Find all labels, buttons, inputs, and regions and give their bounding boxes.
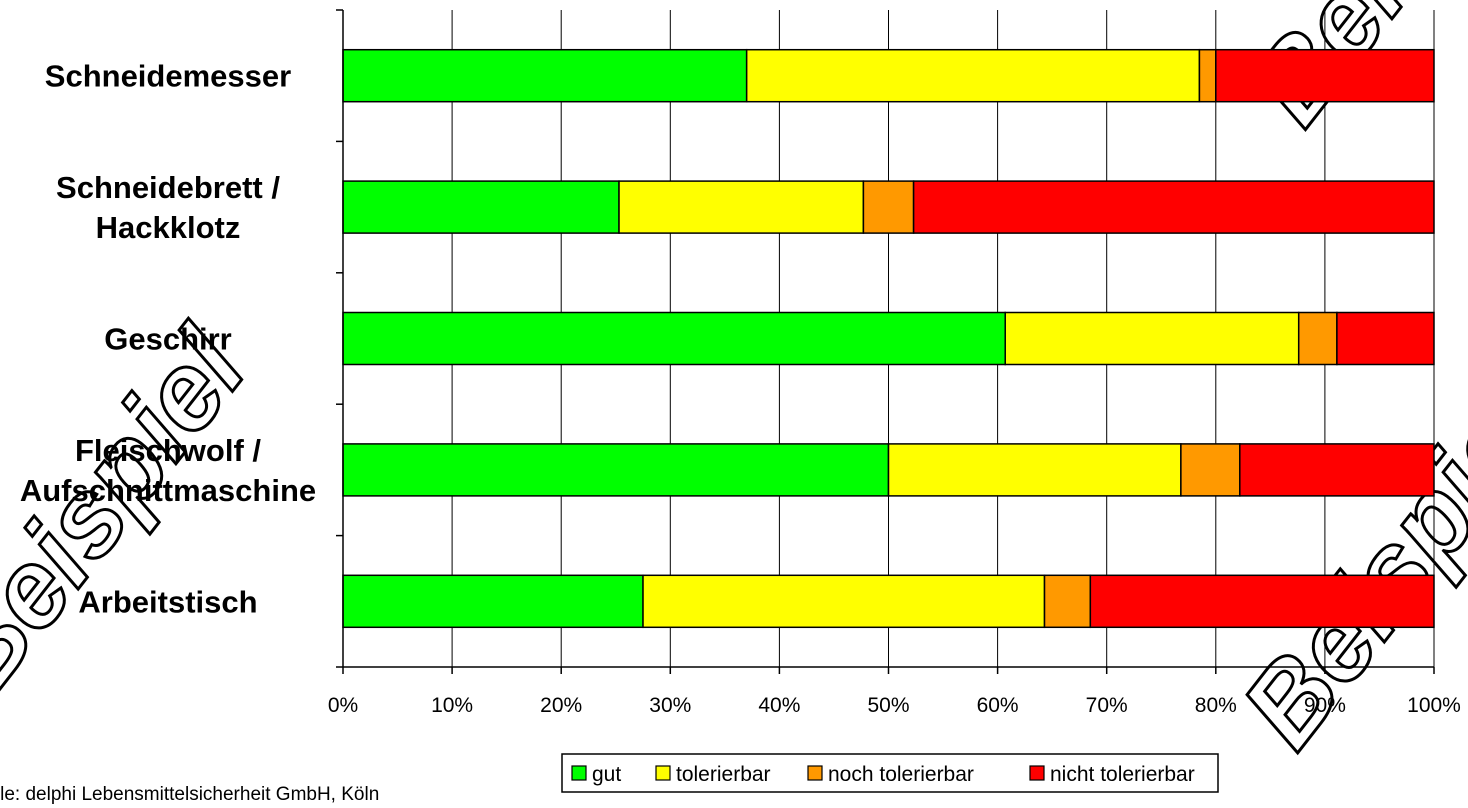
bars (342, 48, 1435, 629)
bar-segment (887, 443, 1182, 497)
bar-segment (342, 443, 890, 497)
bar-segment (1336, 311, 1435, 366)
bar-segment (1180, 443, 1241, 497)
category-label: Schneidemesser (45, 59, 291, 94)
bar-segment (342, 311, 1006, 366)
bar-segment (342, 48, 748, 103)
bar-segment (862, 180, 915, 234)
bar-segment (618, 180, 865, 234)
category-label: Arbeitstisch (78, 584, 257, 619)
bar-segment (1004, 311, 1300, 366)
x-tick-label: 80% (1195, 694, 1237, 717)
watermark-group: BeispielBeispielBeispiel (0, 0, 1468, 771)
legend-box (561, 753, 1219, 793)
bar-segment (342, 180, 620, 234)
legend: gut tolerierbar noch tolerierbar nicht tole… (561, 753, 1219, 793)
source-note: Quelle: delphi Lebensmittelsicherheit Gm… (0, 784, 379, 805)
legend-swatch (807, 765, 823, 781)
legend-swatch (571, 765, 587, 781)
category-label: Schneidebrett / Hackklotz (56, 170, 280, 245)
axes (336, 9, 1435, 674)
legend-label: nicht tolerierbar (1050, 763, 1195, 786)
category-label: Geschirr (104, 322, 232, 357)
bar-segment (1239, 443, 1435, 497)
x-tick-label: 60% (977, 694, 1019, 717)
x-tick-label: 10% (431, 694, 473, 717)
x-tick-labels: 0% 10% 20% 30% 40% 50% 60% 70% 80% 90% 100% (328, 694, 1461, 717)
legend-label: noch tolerierbar (828, 763, 974, 786)
bar-segment (642, 574, 1046, 629)
legend-label: gut (592, 763, 621, 786)
bar-segment (1089, 574, 1435, 629)
x-tick-label: 90% (1304, 694, 1346, 717)
bar-segment (912, 180, 1435, 234)
x-tick-label: 0% (328, 694, 358, 717)
x-tick-label: 20% (540, 694, 582, 717)
bar-segment (1215, 48, 1435, 103)
bar-segment (342, 574, 644, 629)
x-tick-label: 40% (758, 694, 800, 717)
watermark-text-left: Beispiel (0, 306, 270, 716)
legend-swatch (655, 765, 671, 781)
x-tick-label: 70% (1086, 694, 1128, 717)
legend-swatch (1029, 765, 1045, 781)
x-tick-label: 100% (1407, 694, 1461, 717)
bar-segment (1297, 311, 1338, 366)
bar-segment (1198, 48, 1217, 103)
bar-segment (1043, 574, 1092, 629)
category-label: Fleischwolf / Aufschnittmaschine (20, 433, 316, 508)
x-tick-label: 50% (867, 694, 909, 717)
category-labels: Schneidemesser Schneidebrett / Hackklotz Ge… (20, 59, 316, 620)
bar-segment (745, 48, 1201, 103)
legend-label: tolerierbar (676, 763, 771, 786)
x-tick-label: 30% (649, 694, 691, 717)
